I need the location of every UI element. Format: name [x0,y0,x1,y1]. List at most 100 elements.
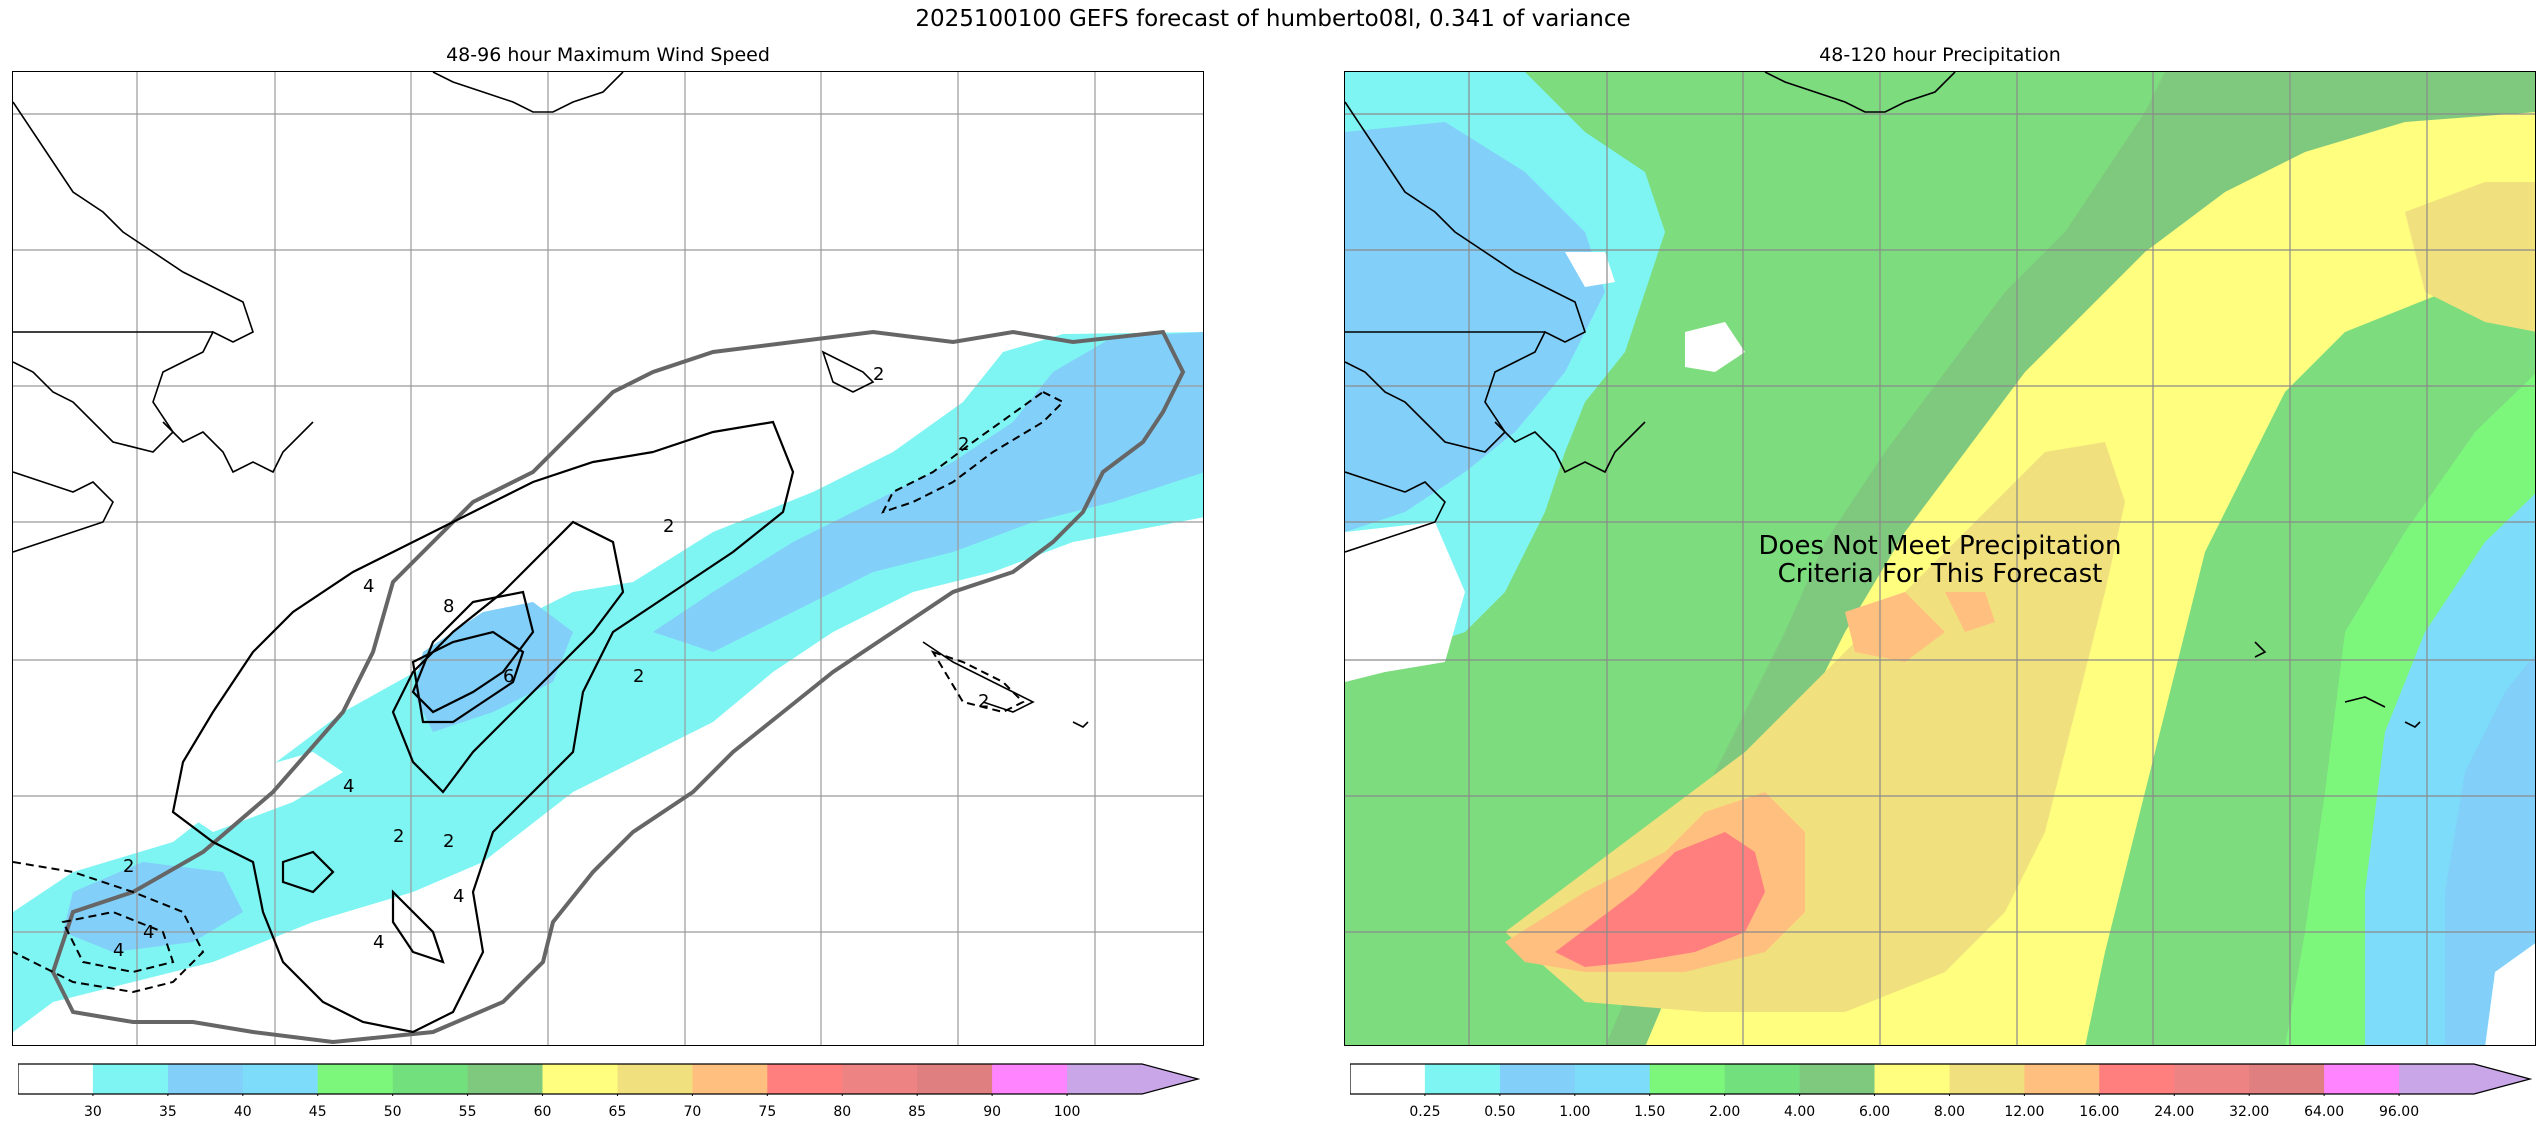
precip-fill-white2 [1685,322,1745,372]
contour-label: 4 [363,576,374,597]
contour-label: 2 [978,691,989,712]
colorbar-tick-label: 50 [383,1104,402,1120]
colorbar-tick-label: 1.50 [1634,1104,1666,1120]
colorbar-segment [1949,1064,2025,1094]
colorbar-segment [1874,1064,1950,1094]
colorbar-tick-label: 96.00 [2379,1104,2420,1120]
precip-panel-title: 48-120 hour Precipitation [1819,44,2061,66]
colorbar-segment [2249,1064,2325,1094]
colorbar-segment [2399,1064,2475,1094]
precip-fill-east-blue2 [2445,654,2535,1045]
colorbar-tick-label: 2.00 [1709,1104,1741,1120]
wind-speed-map: 2 2 2 4 8 6 2 4 2 2 4 4 2 4 4 2 [12,71,1204,1046]
colorbar-segment [917,1064,993,1094]
contour-label: 4 [373,932,384,953]
precipitation-map: Does Not Meet Precipitation Criteria For… [1344,71,2536,1046]
colorbar-segment [317,1064,394,1094]
precip-fill-white1 [1345,522,1465,682]
colorbar-outline [18,1063,1200,1095]
colorbar-extend-arrow [2474,1064,2530,1094]
colorbar-segment [692,1064,768,1094]
wind-fill-gap [183,752,343,832]
colorbar-tick-label: 45 [308,1104,327,1120]
colorbar-tick-label: 6.00 [1858,1104,1891,1120]
contour-label: 2 [123,856,134,877]
colorbar-segment [1067,1064,1143,1094]
colorbar-tick-label: 65 [608,1104,627,1120]
precip-fill-east-white [2485,943,2535,1045]
colorbar-segment [1574,1064,1651,1094]
colorbar-extend-arrow [1142,1064,1198,1094]
contour-label: 4 [453,886,464,907]
colorbar-tick-label: 35 [158,1104,177,1120]
precip-fill-khaki2 [2405,182,2535,332]
contour-label: 4 [113,940,124,961]
wind-fill-35b [413,602,573,732]
contour-label: 2 [633,666,644,687]
coastline [1345,72,2421,728]
wind-colorbar [18,1062,1200,1096]
contour-label: 2 [873,364,884,385]
colorbar-segment [1724,1064,1801,1094]
colorbar-tick-label: 55 [458,1104,477,1120]
precip-colorbar-svg [1350,1063,2532,1096]
contour-label-group: 2 2 2 4 8 6 2 4 2 2 4 4 2 4 4 2 [113,364,989,961]
contour-label: 6 [503,666,514,687]
precip-criteria-note: Does Not Meet Precipitation Criteria For… [1345,532,2535,588]
colorbar-segment [2099,1064,2175,1094]
contour-label: 4 [343,776,354,797]
colorbar-tick-label: 8.00 [1933,1104,1966,1120]
colorbar-tick-label: 30 [84,1104,102,1120]
colorbar-tick-label: 1.00 [1559,1104,1591,1120]
contour-label: 2 [393,826,404,847]
colorbar-segment [542,1064,618,1094]
colorbar-tick-label: 0.25 [1409,1104,1441,1120]
wind-panel-title: 48-96 hour Maximum Wind Speed [446,44,770,66]
contour-label: 4 [143,922,154,943]
figure-title: 2025100100 GEFS forecast of humberto08l,… [915,6,1631,32]
colorbar-segment [1799,1064,1876,1094]
precip-colorbar [1350,1062,2532,1096]
colorbar-tick-label: 32.00 [2229,1104,2270,1120]
colorbar-segment [392,1064,469,1094]
precip-note-line2: Criteria For This Forecast [1777,559,2103,589]
precip-fill-orange2 [1845,592,1945,662]
colorbar-segment [1649,1064,1726,1094]
graticule [13,72,1203,1045]
wind-contours [171,420,795,1034]
colorbar-segment [467,1064,544,1094]
colorbar-tick-label: 64.00 [2304,1104,2345,1120]
colorbar-tick-label: 16.00 [2079,1104,2120,1120]
contour-label: 2 [663,516,674,537]
colorbar-tick-label: 12.00 [2004,1104,2045,1120]
coastline [13,72,1089,728]
colorbar-segment [92,1064,169,1094]
track-envelope [50,329,1186,1045]
colorbar-tick-label: 75 [758,1104,777,1120]
contour-label: 2 [443,831,454,852]
colorbar-segment [992,1064,1068,1094]
precipitation-map-canvas [1345,72,2535,1045]
graticule [1345,72,2535,1045]
colorbar-segment [167,1064,244,1094]
colorbar-tick-label: 24.00 [2154,1104,2195,1120]
colorbar-segment [18,1064,94,1094]
colorbar-tick-label: 60 [533,1104,552,1120]
precip-fill-orange3 [1945,592,1995,632]
colorbar-segment [617,1064,693,1094]
contour-label: 2 [958,434,969,455]
precip-fill-blue2 [1345,122,1605,532]
colorbar-segment [2324,1064,2400,1094]
colorbar-tick-label: 85 [908,1104,927,1120]
colorbar-tick-label: 100 [1053,1104,1081,1120]
precip-note-line1: Does Not Meet Precipitation [1758,531,2122,561]
precip-fill-white3 [1565,252,1615,287]
colorbar-tick-label: 40 [233,1104,252,1120]
colorbar-segment [842,1064,918,1094]
colorbar-segment [1499,1064,1576,1094]
colorbar-segment [767,1064,843,1094]
colorbar-tick-label: 80 [833,1104,852,1120]
colorbar-tick-label: 4.00 [1784,1104,1816,1120]
colorbar-segment [1350,1064,1426,1094]
colorbar-segment [2174,1064,2250,1094]
